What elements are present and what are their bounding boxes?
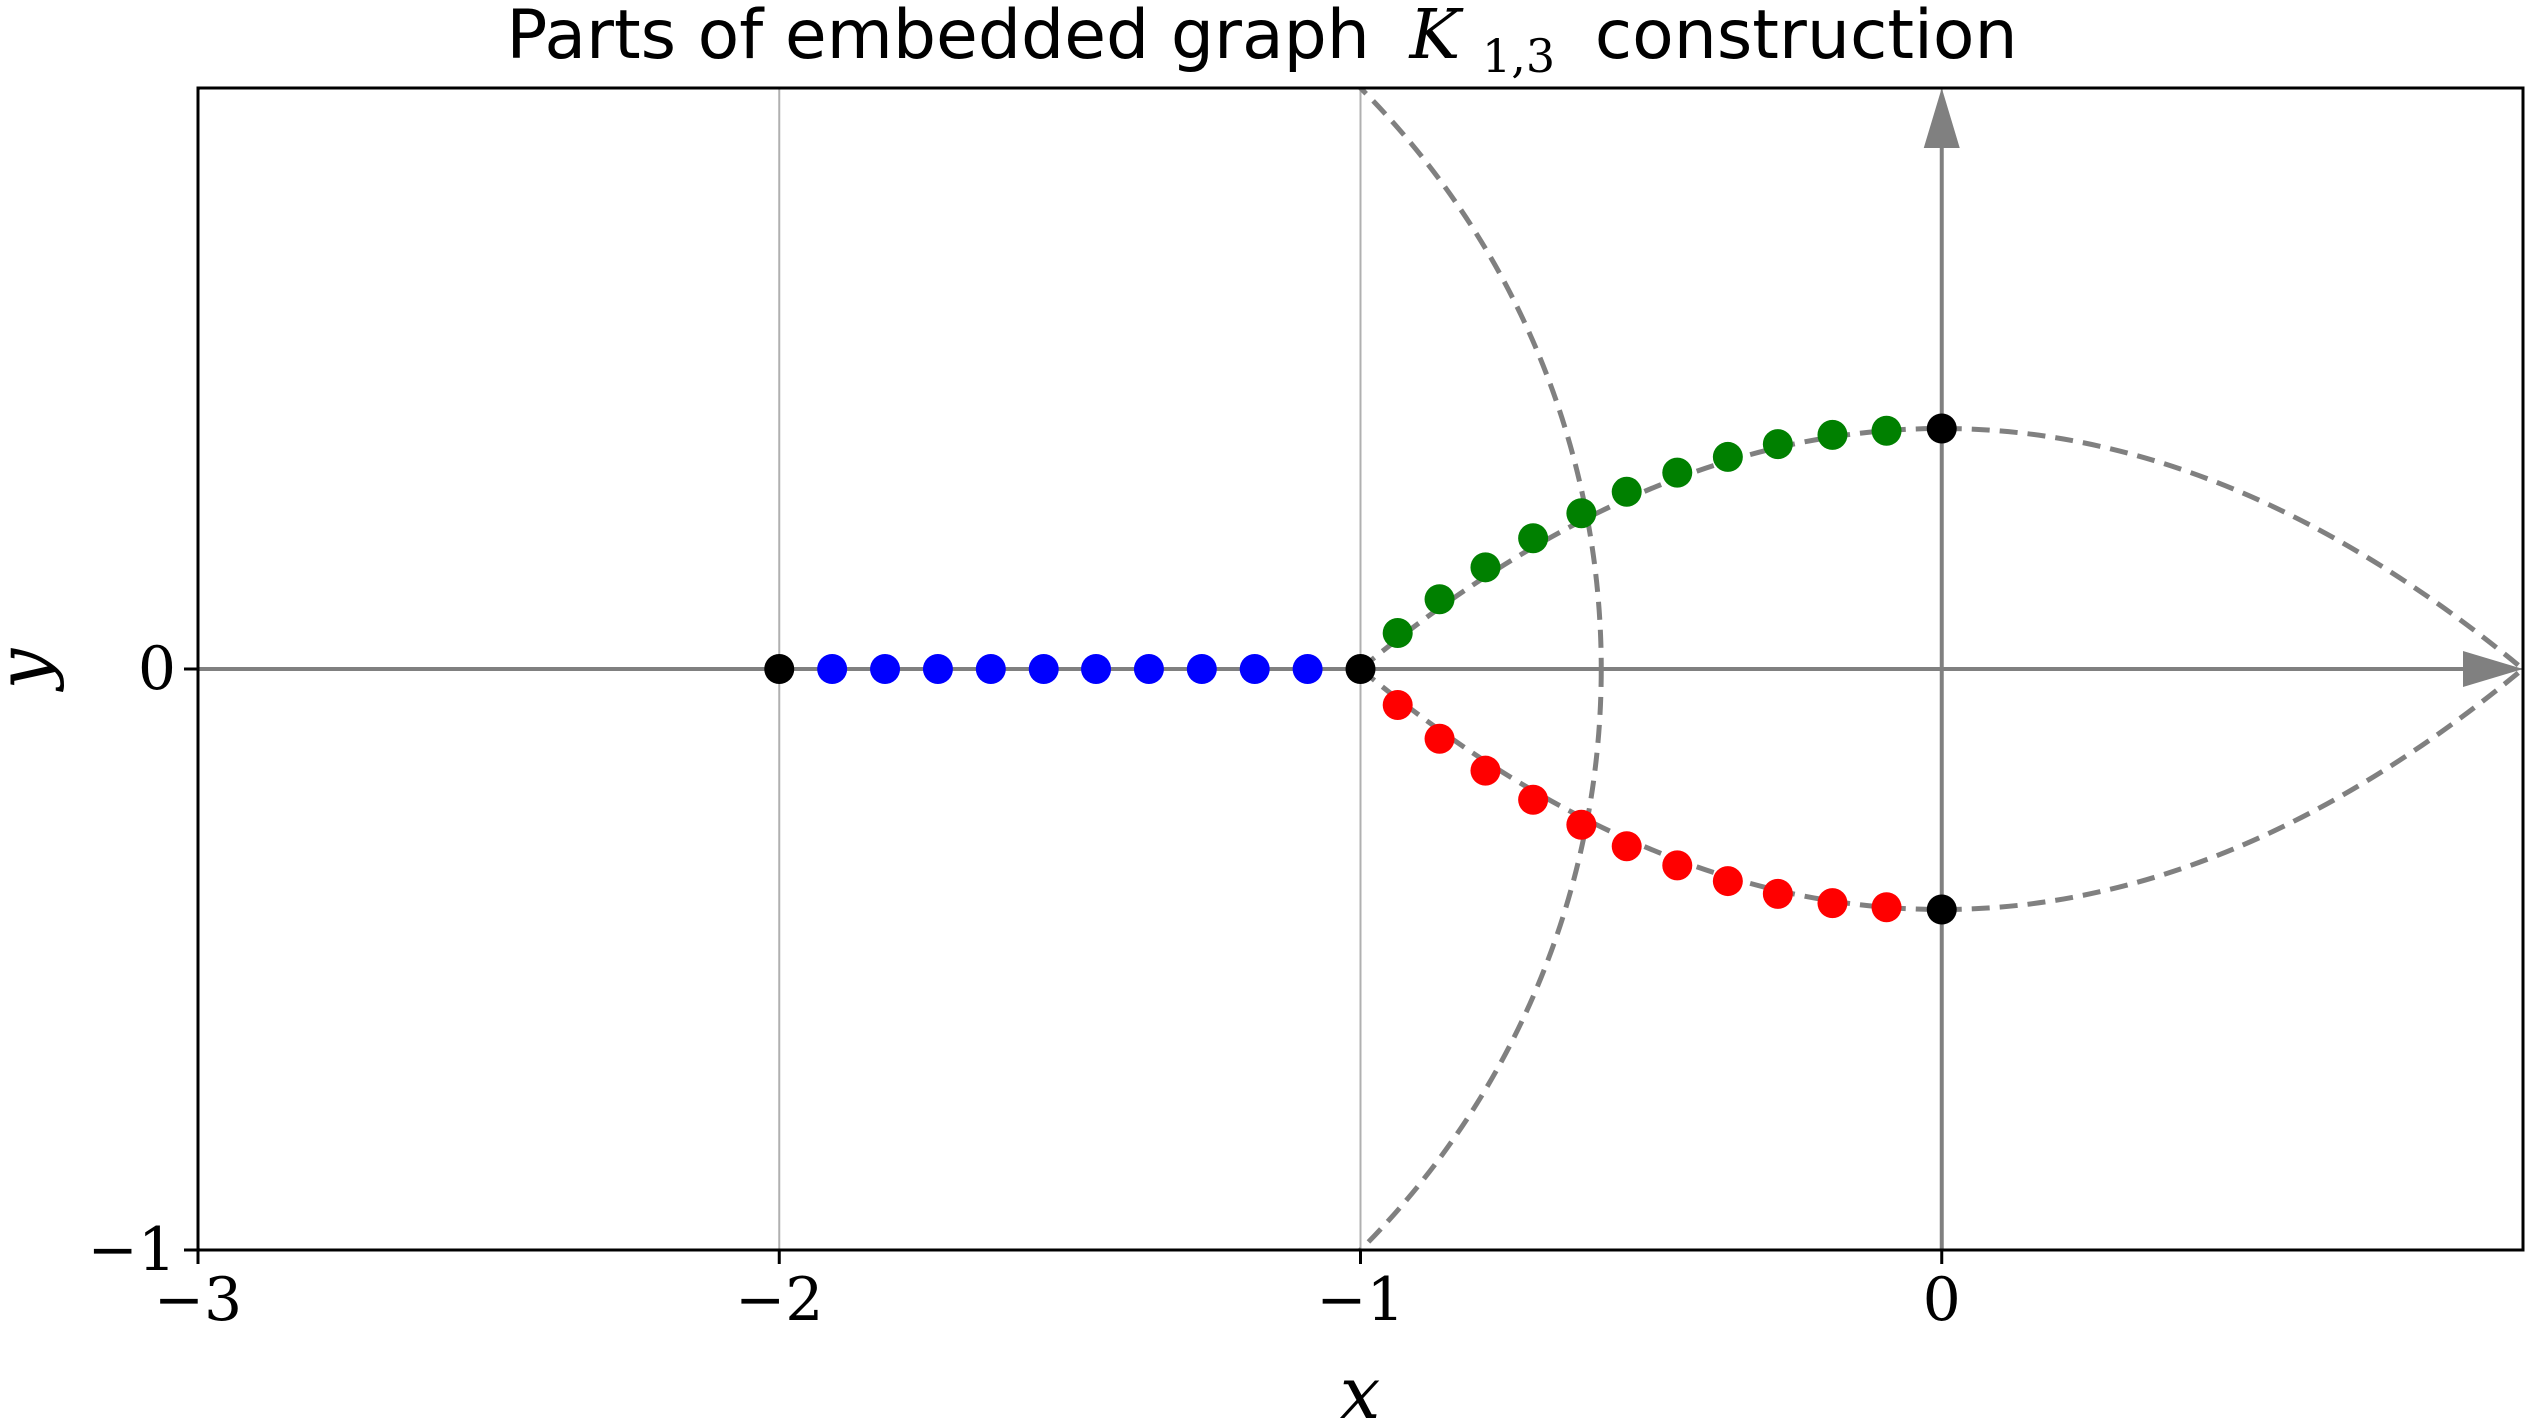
blue-point xyxy=(975,654,1006,684)
red-point xyxy=(1662,850,1693,881)
black-point xyxy=(764,654,795,684)
x-axis-label: x xyxy=(1340,1351,1381,1426)
green-point xyxy=(1871,415,1902,446)
red-point xyxy=(1712,866,1743,897)
red-point xyxy=(1382,690,1413,721)
chart-title: Parts of embedded graph K 1,3 constructi… xyxy=(506,0,2017,89)
data-points xyxy=(764,413,1957,925)
blue-point xyxy=(1133,654,1164,684)
arrow-head-icon xyxy=(1923,88,1960,148)
blue-point xyxy=(922,654,953,684)
blue-point xyxy=(870,654,901,684)
black-point xyxy=(1345,654,1376,684)
black-point xyxy=(1926,413,1957,444)
y-axis-label: y xyxy=(0,647,65,692)
x-tick-label: 0 xyxy=(1923,1265,1961,1335)
blue-point xyxy=(1028,654,1059,684)
red-point xyxy=(1762,878,1793,909)
green-point xyxy=(1662,457,1693,488)
green-point xyxy=(1611,476,1642,507)
blue-point xyxy=(817,654,848,684)
x-tick-label: −1 xyxy=(1316,1265,1404,1335)
chart-title-math: K xyxy=(1408,0,1465,75)
chart-title-suffix: construction xyxy=(1595,0,2018,75)
red-point xyxy=(1566,809,1597,840)
red-point xyxy=(1611,831,1642,862)
green-point xyxy=(1382,617,1413,648)
chart-title-subscript: 1,3 xyxy=(1482,29,1555,83)
green-point xyxy=(1712,441,1743,472)
blue-point xyxy=(1239,654,1270,684)
green-point xyxy=(1424,584,1455,615)
chart-title-text: Parts of embedded graph xyxy=(506,0,1370,75)
green-point xyxy=(1566,498,1597,529)
y-tick-label: 0 xyxy=(138,634,176,704)
blue-point xyxy=(1292,654,1323,684)
red-point xyxy=(1871,892,1902,923)
red-point xyxy=(1817,888,1848,919)
axis-arrows xyxy=(198,88,2523,1250)
green-point xyxy=(1817,419,1848,450)
green-point xyxy=(1762,429,1793,460)
red-point xyxy=(1424,723,1455,754)
green-point xyxy=(1518,523,1549,554)
red-point xyxy=(1470,755,1501,786)
green-point xyxy=(1470,552,1501,583)
arrow-head-icon xyxy=(2463,651,2523,687)
x-tick-label: −3 xyxy=(154,1265,242,1335)
blue-point xyxy=(1186,654,1217,684)
blue-point xyxy=(1081,654,1112,684)
y-tick-label: −1 xyxy=(88,1215,176,1285)
black-point xyxy=(1926,894,1957,925)
x-tick-label: −2 xyxy=(735,1265,823,1335)
red-point xyxy=(1518,784,1549,815)
axis-ticks: −3 −2 −1 0 −1 0 xyxy=(88,634,1961,1335)
